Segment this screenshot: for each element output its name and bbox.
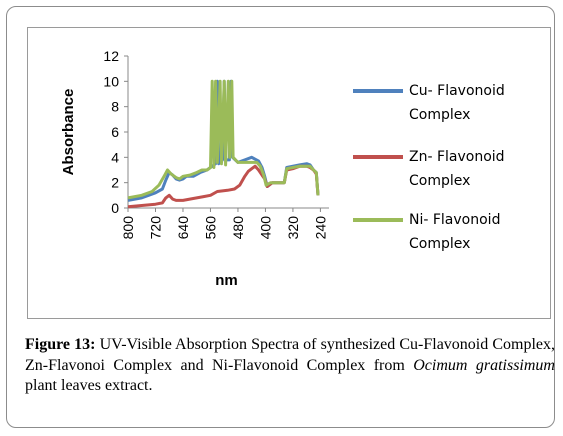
x-tick-label: 320 (285, 216, 301, 240)
caption-label: Figure 13: (25, 336, 96, 353)
y-tick-label: 12 (103, 48, 119, 64)
x-axis-title: nm (215, 272, 238, 289)
legend-label-line1: Cu- Flavonoid (409, 83, 505, 99)
y-tick-label: 10 (103, 73, 119, 89)
x-tick-label: 720 (147, 216, 163, 240)
x-tick-label: 560 (202, 216, 218, 240)
y-tick-label: 6 (111, 124, 119, 140)
x-tick-label: 480 (230, 216, 246, 240)
legend-label-line1: Zn- Flavonoid (409, 149, 505, 165)
x-tick-label: 800 (120, 216, 136, 240)
caption-species: Ocimum gratissimum (413, 356, 555, 374)
figure-caption: Figure 13: UV-Visible Absorption Spectra… (25, 335, 555, 397)
y-axis-title: Absorbance (60, 89, 77, 176)
legend-label-line2: Complex (409, 107, 470, 123)
y-tick-label: 4 (111, 149, 119, 165)
y-tick-label: 2 (111, 175, 119, 191)
legend-label-line2: Complex (409, 236, 470, 252)
y-tick-label: 0 (111, 200, 119, 216)
x-tick-label: 240 (312, 216, 328, 240)
series-line-ni (127, 79, 320, 200)
y-tick-label: 8 (111, 99, 119, 115)
caption-text-before: UV-Visible Absorption Spectra of synthes… (25, 336, 556, 374)
x-tick-label: 400 (257, 216, 273, 240)
x-tick-label: 640 (175, 216, 191, 240)
caption-text-after: plant leaves extract. (25, 377, 153, 394)
legend-label-line1: Ni- Flavonoid (409, 212, 500, 228)
chart-container: 0 2 4 6 8 10 12 800 720 640 560 480 400 320 240 Absorba… (27, 27, 551, 319)
figure-frame: 0 2 4 6 8 10 12 800 720 640 560 480 400 320 240 Absorba… (6, 6, 555, 428)
legend-label-line2: Complex (409, 173, 470, 189)
uv-vis-chart: 0 2 4 6 8 10 12 800 720 640 560 480 400 320 240 Absorba… (60, 48, 505, 289)
